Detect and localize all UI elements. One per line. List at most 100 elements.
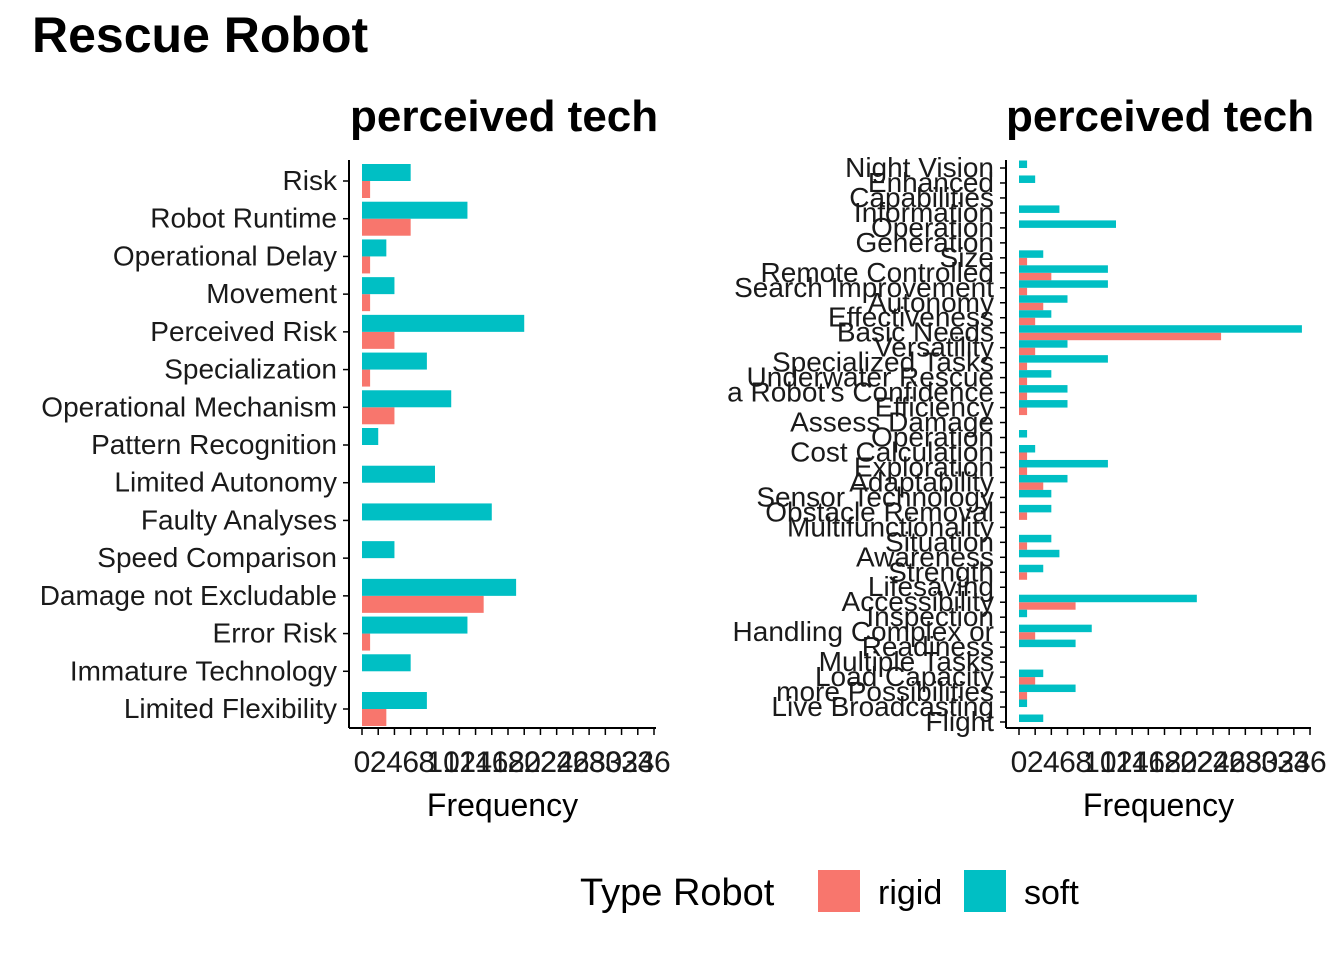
bar-soft-size [1019,250,1044,258]
x-tick-label: 18 [1148,746,1181,779]
category-label-specialization: Specialization [164,354,337,385]
category-label-error-risk: Error Risk [213,618,338,649]
bar-rigid-more-possibilities [1019,692,1028,700]
category-label-cost-calculation: Cost Calculation [790,436,994,467]
bar-soft-more-possibilities [1019,684,1076,693]
category-label-more-possibilities: more Possibilities [776,676,994,707]
category-label-operation: Operation [871,212,994,243]
category-label-basic-needs: Basic Needs [837,317,994,348]
category-label-readiness: Readiness [862,631,994,662]
bar-soft-awareness [1019,549,1060,558]
category-label-pattern-recognition: Pattern Recognition [91,429,337,460]
bar-rigid-situation [1019,542,1028,550]
bar-rigid-robot-runtime [362,218,411,236]
bar-soft-versatility [1019,340,1068,348]
bar-soft-live-broadcasting [1019,699,1028,708]
category-label-sensor-technology: Sensor Technology [756,481,994,512]
x-tick-label: 2 [370,746,387,779]
bar-rigid-cost-calculation [1019,452,1028,460]
category-label-capabilities: Capabilities [849,182,994,213]
x-tick-label: 14 [459,746,492,779]
bar-rigid-perceived-risk [362,331,395,349]
legend-label-soft: soft [1024,874,1079,912]
category-label-accessibility: Accessibility [842,586,994,617]
bar-soft-strength [1019,564,1044,573]
x-axis-title: Frequency [1083,787,1234,823]
bar-rigid-search-improvement [1019,287,1028,296]
category-label-enhanced: Enhanced [868,167,994,198]
category-label-night-vision: Night Vision [845,152,994,183]
x-tick-label: 14 [1115,746,1148,779]
category-label-damage-not-excludable: Damage not Excludable [40,580,337,611]
x-tick-label: 6 [1059,746,1076,779]
bar-soft-search-improvement [1019,280,1108,288]
bar-rigid-efficiency [1019,407,1028,416]
category-label-multifunctionality: Multifunctionality [787,511,994,542]
category-label-effectiveness: Effectiveness [828,302,994,333]
category-label-live-broadcasting: Live Broadcasting [771,691,994,722]
x-tick-label: 36 [1293,746,1326,779]
x-tick-label: 0 [354,746,371,779]
legend-title: Type Robot [580,872,775,914]
x-tick-label: 32 [1261,746,1294,779]
bar-soft-readiness [1019,639,1076,648]
bar-soft-underwater-rescue [1019,370,1052,378]
bar-soft-situation [1019,534,1052,543]
x-tick-label: 30 [1245,746,1278,779]
legend-swatch-rigid [818,870,860,912]
bar-soft-effectiveness [1019,310,1052,318]
x-tick-label: 16 [1132,746,1165,779]
bar-soft-specialization [362,352,427,370]
category-label-inspection: Inspection [866,601,994,632]
bar-rigid-basic-needs [1019,332,1222,341]
category-label-information: Information [854,197,994,228]
bar-soft-accessibility [1019,594,1197,603]
bar-soft-operational-delay [362,239,387,257]
legend-swatch-soft [964,870,1006,912]
bar-soft-movement [362,277,395,295]
category-label-limited-flexibility: Limited Flexibility [124,693,337,724]
bar-soft-limited-autonomy [362,465,435,483]
x-tick-label: 22 [1180,746,1213,779]
category-label-generation: Generation [855,227,994,258]
x-tick-label: 8 [1075,746,1092,779]
x-tick-label: 12 [443,746,476,779]
bar-soft-information [1019,205,1060,213]
category-label-risk: Risk [283,165,338,196]
bar-soft-basic-needs [1019,325,1302,333]
bar-rigid-remote-controlled [1019,272,1052,281]
legend: Type Robot rigid soft [580,870,1079,914]
x-tick-label: 28 [1229,746,1262,779]
bar-soft-error-risk [362,616,468,634]
bar-soft-speed-comparison [362,541,395,559]
x-tick-label: 24 [540,746,573,779]
bar-soft-perceived-risk [362,314,525,332]
facet-title: perceived tech [350,92,658,141]
page-title: Rescue Robot [32,7,369,63]
category-label-speed-comparison: Speed Comparison [97,542,337,573]
x-tick-label: 4 [386,746,403,779]
x-tick-label: 34 [1277,746,1310,779]
bar-rigid-load-capacity [1019,677,1036,685]
bar-rigid-size [1019,257,1028,266]
bar-rigid-operational-delay [362,256,371,274]
bar-rigid-obstacle-removal [1019,512,1028,520]
bar-rigid-exploration [1019,467,1028,475]
category-label-operational-delay: Operational Delay [113,240,337,271]
bar-soft-adaptability [1019,474,1068,483]
x-tick-label: 26 [556,746,589,779]
category-label-adaptability: Adaptability [849,466,994,497]
category-label-size: Size [940,242,994,273]
x-tick-label: 10 [426,746,459,779]
category-label-multiple-tasks: Multiple Tasks [819,646,994,677]
category-label-obstacle-removal: Obstacle Removal [765,496,994,527]
bar-soft-night-vision [1019,160,1028,168]
bar-rigid-specialization [362,369,371,387]
panel-right: perceived tech Night VisionEnhancedCapabi… [727,92,1327,823]
category-label-awareness: Awareness [856,541,994,572]
bar-soft-a-robot-s-confidence [1019,385,1068,393]
bar-soft-damage-not-excludable [362,578,517,596]
bar-soft-inspection [1019,609,1028,618]
x-tick-label: 6 [402,746,419,779]
